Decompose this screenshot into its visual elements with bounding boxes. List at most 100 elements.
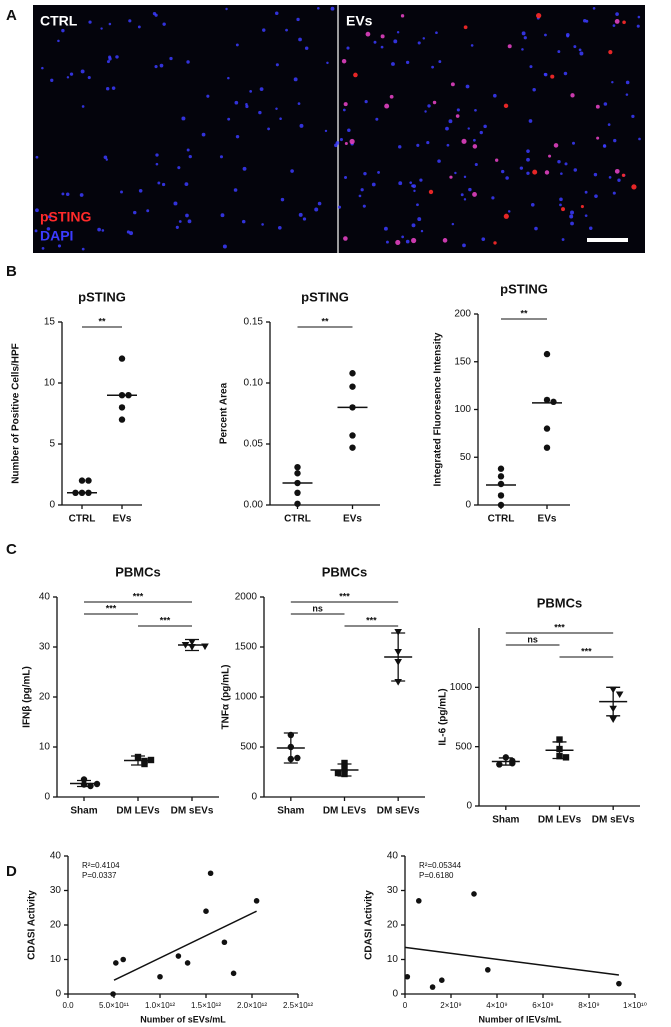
cell xyxy=(612,191,616,195)
cell xyxy=(602,144,607,148)
y-axis-label: IL-6 (pg/mL) xyxy=(438,688,449,745)
cell xyxy=(474,162,478,167)
y-axis-label: Number of Positive Cells/HPF xyxy=(11,343,22,484)
cell xyxy=(184,182,189,187)
data-point xyxy=(616,980,622,987)
annotation: P=0.6180 xyxy=(419,871,454,880)
cell xyxy=(377,170,380,174)
stain-label: DAPI xyxy=(40,228,73,244)
cell xyxy=(465,84,470,89)
cell xyxy=(428,189,434,195)
y-tick-label: 0 xyxy=(465,500,471,511)
cell xyxy=(419,178,423,182)
cell xyxy=(580,204,584,209)
cell xyxy=(592,7,596,10)
cell xyxy=(621,173,626,177)
data-point xyxy=(221,939,228,946)
significance-label: *** xyxy=(554,622,565,632)
cell xyxy=(298,212,303,217)
data-point xyxy=(349,432,356,439)
annotation: R²=0.4104 xyxy=(82,861,120,870)
y-tick-label: 40 xyxy=(50,851,62,862)
cell xyxy=(395,239,401,246)
cell xyxy=(317,6,320,10)
cell xyxy=(507,44,512,49)
data-point xyxy=(203,908,209,914)
cell xyxy=(426,140,430,145)
cell xyxy=(532,88,536,92)
cell xyxy=(614,168,620,174)
annotation: R²=0.05344 xyxy=(419,861,462,870)
chart-title: pSTING xyxy=(500,281,548,296)
cell xyxy=(245,103,248,106)
cell xyxy=(409,181,413,184)
y-tick-label: 1000 xyxy=(450,682,473,693)
data-point xyxy=(471,891,477,897)
cell xyxy=(267,127,270,131)
cell xyxy=(416,143,420,147)
data-point xyxy=(485,967,491,973)
chart-title: PBMCs xyxy=(115,564,161,579)
cell xyxy=(526,171,530,175)
data-point xyxy=(118,404,126,411)
cell xyxy=(550,74,555,79)
panel-label: B xyxy=(6,263,17,280)
cell xyxy=(115,55,119,59)
cell xyxy=(420,229,424,233)
cell xyxy=(617,178,621,182)
data-point xyxy=(334,769,342,777)
x-tick-label: 1.0×10¹² xyxy=(145,1001,175,1010)
cell xyxy=(261,223,264,226)
cell xyxy=(638,137,641,141)
cell xyxy=(521,31,526,36)
cell xyxy=(468,187,472,192)
y-tick-label: 50 xyxy=(460,452,472,463)
condition-label: EVs xyxy=(346,13,373,29)
significance-label: ns xyxy=(527,634,538,644)
cell xyxy=(472,144,478,149)
cell xyxy=(529,65,533,69)
cell xyxy=(69,72,74,76)
cell xyxy=(454,171,457,175)
cell xyxy=(631,184,637,190)
cell xyxy=(467,127,470,130)
cell xyxy=(241,219,246,224)
cell xyxy=(353,72,358,78)
cell xyxy=(455,114,460,118)
cell xyxy=(133,210,137,215)
cell xyxy=(559,203,562,207)
cell xyxy=(343,236,348,241)
cell xyxy=(450,82,455,87)
data-point xyxy=(294,489,301,496)
data-point xyxy=(118,355,126,362)
cell xyxy=(101,229,105,232)
cell xyxy=(344,175,348,180)
cell xyxy=(80,69,85,74)
cell xyxy=(594,194,598,198)
cell xyxy=(137,25,141,29)
cell xyxy=(235,43,239,47)
y-tick-label: 30 xyxy=(50,885,62,896)
cell xyxy=(233,188,238,192)
cell xyxy=(442,238,448,243)
y-tick-label: 150 xyxy=(454,356,471,367)
cells xyxy=(34,6,641,251)
cell xyxy=(449,175,453,179)
data-point xyxy=(85,477,92,484)
y-tick-label: 200 xyxy=(454,309,471,320)
data-point xyxy=(556,736,563,743)
data-point xyxy=(615,691,624,699)
x-tick-label: EVs xyxy=(343,514,362,525)
x-tick-label: DM sEVs xyxy=(171,806,214,817)
data-point xyxy=(543,444,551,451)
cell xyxy=(61,28,65,33)
data-point xyxy=(230,970,237,977)
cell xyxy=(398,181,403,186)
cell xyxy=(438,60,442,64)
cell xyxy=(341,58,347,64)
cell xyxy=(405,239,410,244)
cell xyxy=(384,103,390,109)
cell xyxy=(280,197,285,202)
y-tick-label: 0.10 xyxy=(244,378,264,389)
cell xyxy=(625,93,629,96)
